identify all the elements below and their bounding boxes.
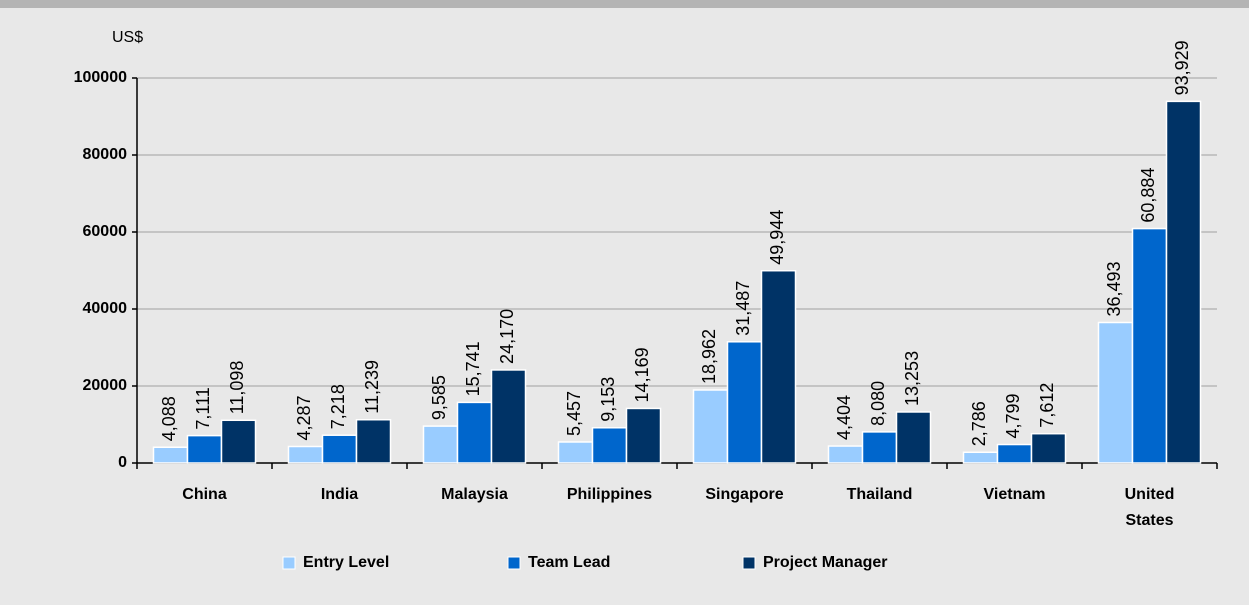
bar bbox=[490, 369, 527, 464]
bar bbox=[827, 445, 864, 464]
bar bbox=[456, 401, 493, 464]
y-axis-label: US$ bbox=[112, 29, 143, 46]
legend-swatch bbox=[507, 556, 521, 570]
bar bbox=[355, 418, 392, 464]
legend-label: Team Lead bbox=[528, 554, 610, 571]
value-label: 49,944 bbox=[767, 210, 787, 265]
value-label: 15,741 bbox=[463, 341, 483, 396]
value-label: 13,253 bbox=[902, 351, 922, 406]
y-tick-label: 0 bbox=[118, 454, 127, 471]
value-label: 14,169 bbox=[632, 347, 652, 402]
bar bbox=[287, 445, 324, 464]
value-label: 7,218 bbox=[328, 384, 348, 429]
value-label: 93,929 bbox=[1172, 40, 1192, 95]
x-tick-label: China bbox=[182, 486, 227, 503]
bar bbox=[591, 427, 628, 464]
legend-label: Project Manager bbox=[763, 554, 887, 571]
bar bbox=[220, 419, 257, 464]
bar bbox=[625, 407, 662, 464]
y-tick-label: 80000 bbox=[83, 146, 128, 163]
bar bbox=[557, 441, 594, 464]
value-label: 8,080 bbox=[868, 381, 888, 426]
top-band bbox=[0, 0, 1249, 8]
legend-swatch bbox=[282, 556, 296, 570]
bar bbox=[726, 341, 763, 464]
value-label: 7,612 bbox=[1037, 383, 1057, 428]
value-label: 18,962 bbox=[699, 329, 719, 384]
x-tick-label: United States bbox=[1125, 486, 1175, 529]
bar bbox=[186, 434, 223, 464]
value-label: 4,799 bbox=[1003, 393, 1023, 438]
x-tick-label: India bbox=[321, 486, 358, 503]
value-label: 4,287 bbox=[294, 395, 314, 440]
value-label: 60,884 bbox=[1138, 168, 1158, 223]
value-label: 11,239 bbox=[362, 360, 382, 414]
legend-label: Entry Level bbox=[303, 554, 389, 571]
value-label: 9,153 bbox=[598, 377, 618, 422]
value-label: 2,786 bbox=[969, 401, 989, 446]
value-label: 31,487 bbox=[733, 281, 753, 336]
bar bbox=[861, 431, 898, 464]
bar bbox=[321, 434, 358, 464]
y-tick-label: 60000 bbox=[83, 223, 128, 240]
value-label: 11,098 bbox=[227, 361, 247, 415]
bar bbox=[1097, 321, 1134, 464]
bar bbox=[962, 451, 999, 464]
bar bbox=[895, 411, 932, 464]
legend-swatch bbox=[742, 556, 756, 570]
bar bbox=[760, 269, 797, 464]
value-label: 4,088 bbox=[159, 396, 179, 441]
bar bbox=[1165, 100, 1202, 464]
x-tick-label: Philippines bbox=[567, 486, 652, 503]
y-tick-label: 20000 bbox=[83, 377, 128, 394]
bar bbox=[996, 443, 1033, 464]
y-tick-label: 40000 bbox=[83, 300, 128, 317]
x-tick-label: Thailand bbox=[847, 486, 913, 503]
bar bbox=[422, 425, 459, 464]
bar bbox=[1030, 432, 1067, 464]
value-label: 9,585 bbox=[429, 375, 449, 420]
x-tick-label: Vietnam bbox=[984, 486, 1046, 503]
value-label: 36,493 bbox=[1104, 261, 1124, 316]
x-tick-label: Singapore bbox=[705, 486, 783, 503]
bar bbox=[692, 389, 729, 464]
value-label: 5,457 bbox=[564, 391, 584, 436]
bar bbox=[1131, 227, 1168, 464]
x-tick-label: Malaysia bbox=[441, 486, 508, 503]
bar bbox=[152, 446, 189, 464]
y-tick-label: 100000 bbox=[74, 69, 127, 86]
value-label: 24,170 bbox=[497, 309, 517, 364]
value-label: 4,404 bbox=[834, 395, 854, 440]
value-label: 7,111 bbox=[193, 387, 213, 429]
